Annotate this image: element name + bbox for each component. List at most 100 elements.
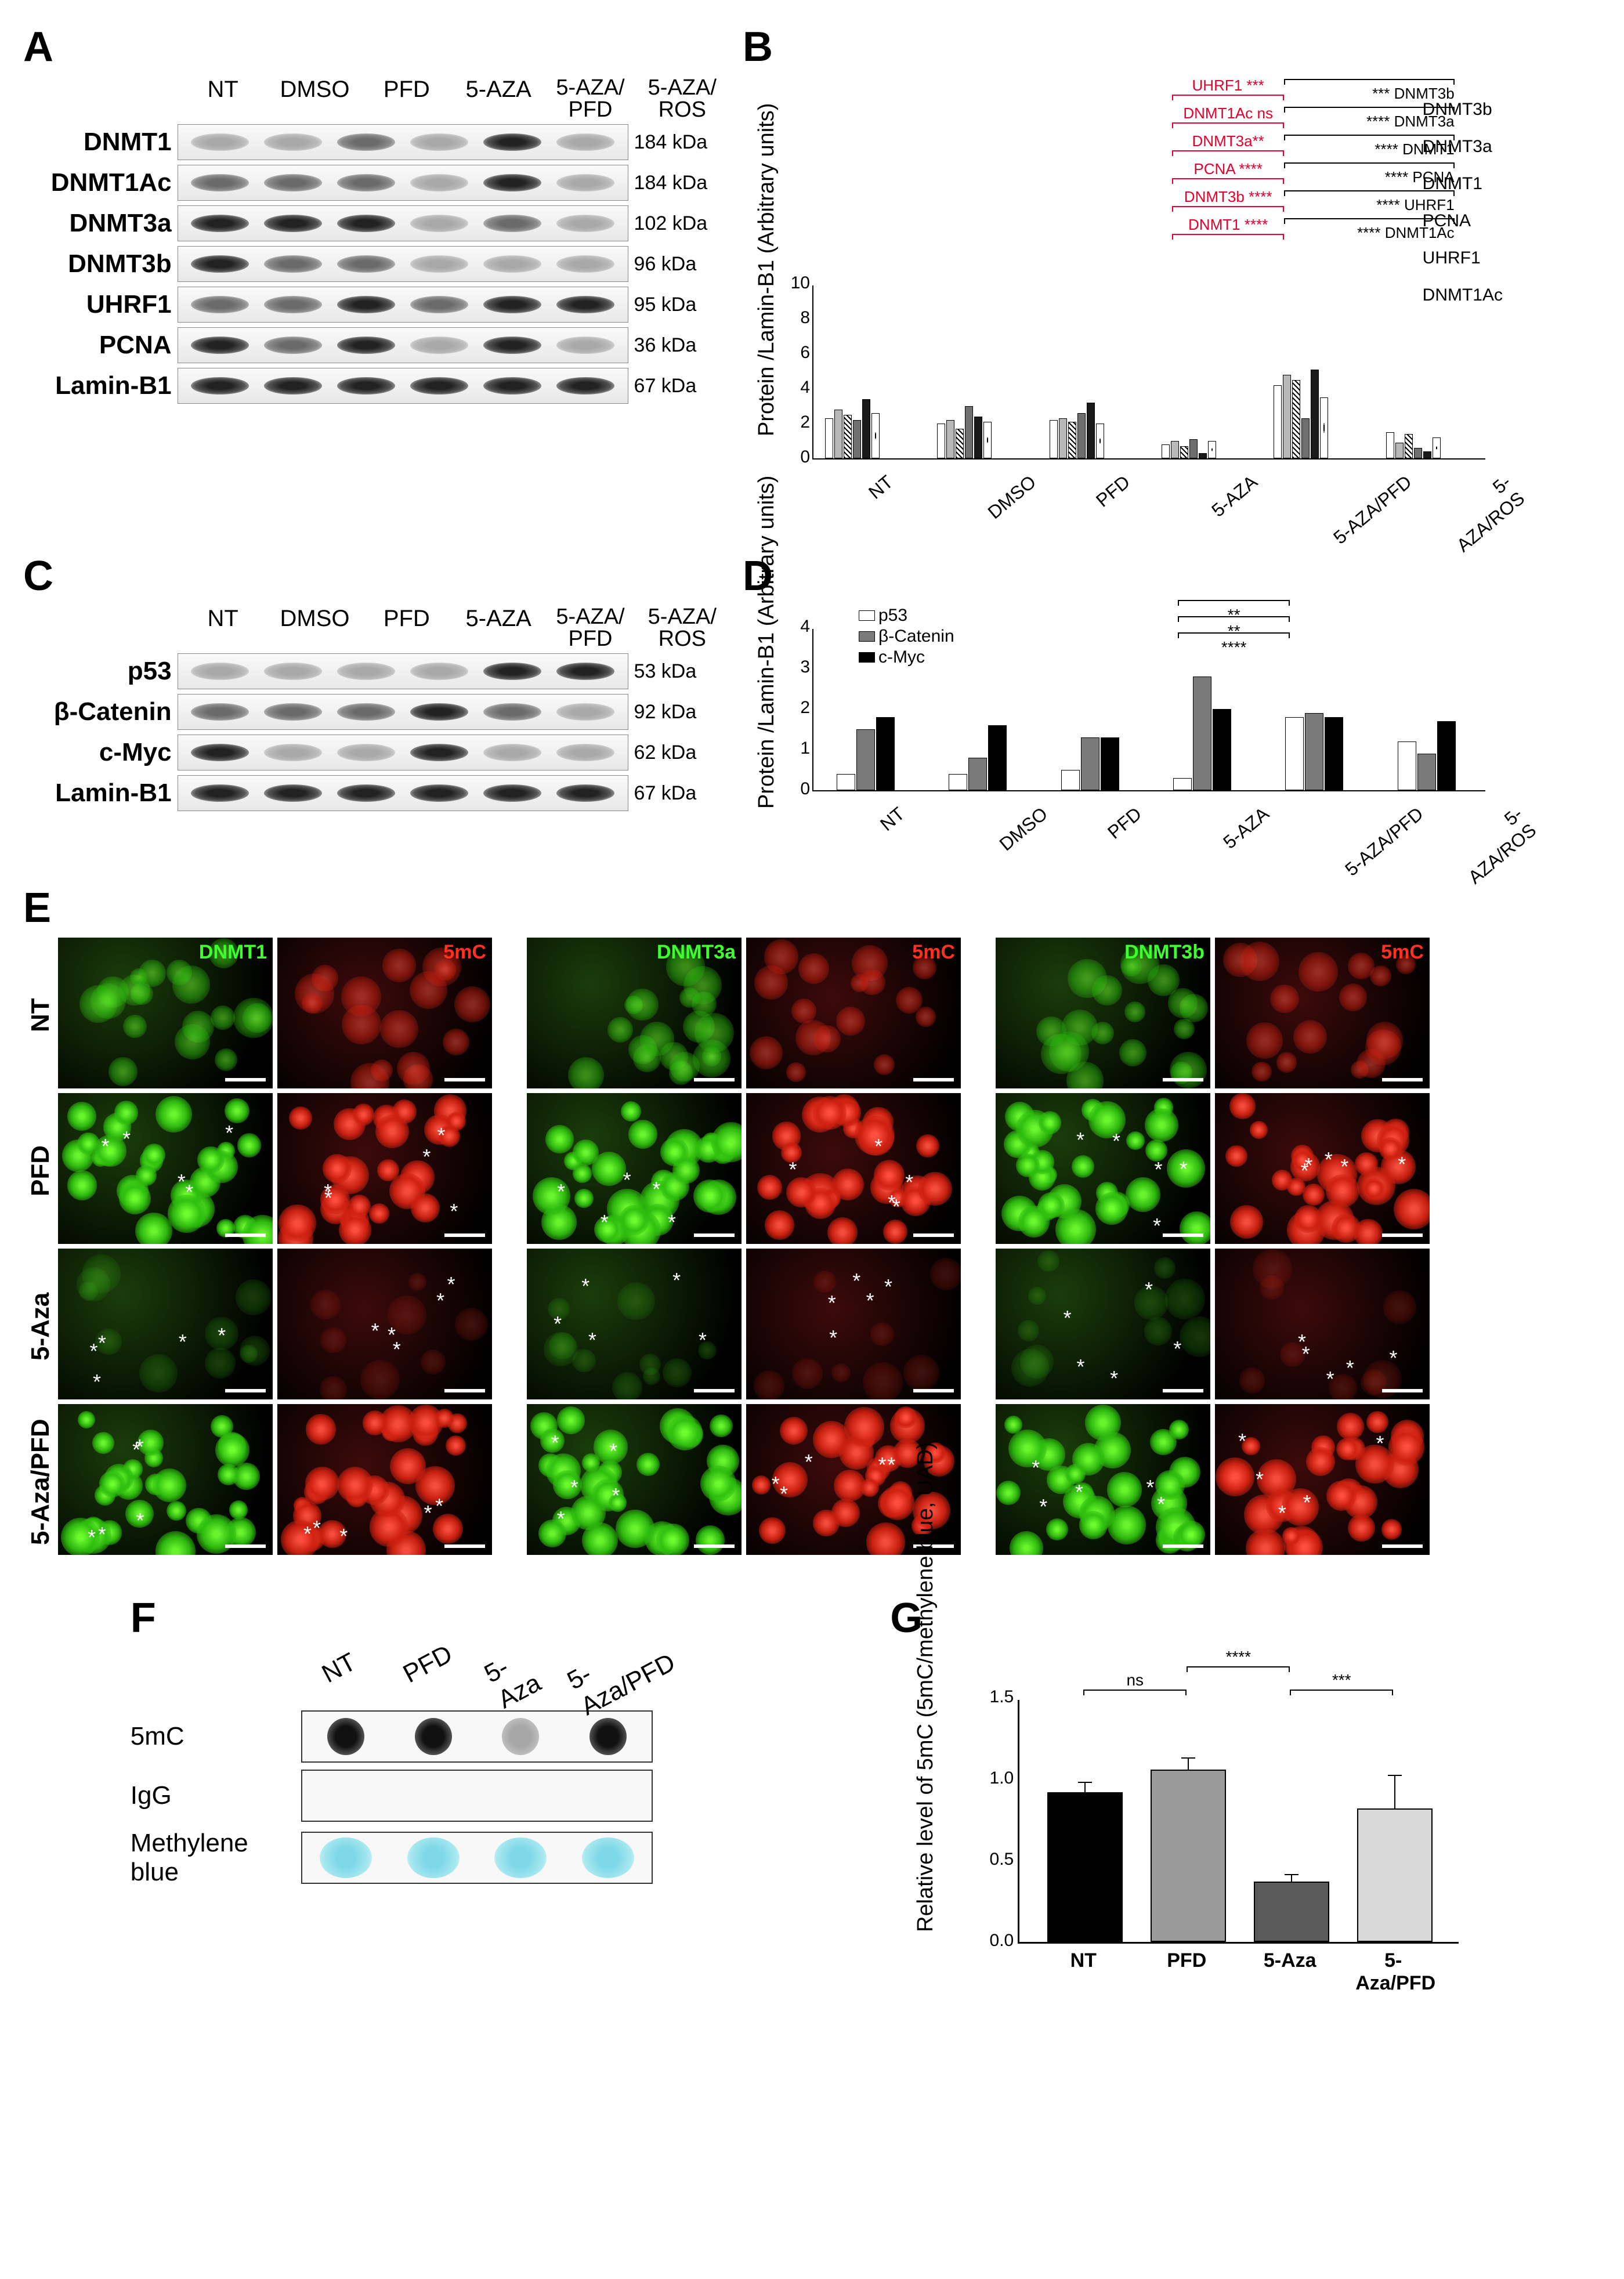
- fluor-pair: **********: [58, 1093, 492, 1244]
- blot-condition-label: 5-AZA/PFD: [553, 606, 627, 650]
- xlabel: 5-AZA/ROS: [1439, 471, 1529, 556]
- blot-band: [264, 663, 322, 680]
- asterisk-marker: *: [1153, 1214, 1161, 1238]
- fluor-pair: DNMT3a5mC: [527, 938, 961, 1088]
- blot-band: [337, 255, 395, 273]
- fluor-image-red: 5mC: [1215, 938, 1430, 1088]
- legend-item: DNMT1Ac: [1423, 285, 1503, 305]
- blot-row: PCNA36 kDa: [23, 327, 719, 363]
- blot-strip: [178, 205, 628, 241]
- bar: [837, 774, 855, 790]
- xlabel: 5-AZA/ROS: [1451, 803, 1540, 888]
- sig-bracket: DNMT3a**: [1172, 132, 1284, 156]
- blot-protein-label: p53: [23, 657, 178, 686]
- xlabel: PFD: [1104, 803, 1146, 843]
- asterisk-marker: *: [829, 1326, 837, 1350]
- dot-label: Methylene blue: [131, 1829, 301, 1887]
- blot-band: [483, 703, 541, 721]
- blot-band: [483, 174, 541, 191]
- asterisk-marker: *: [393, 1337, 401, 1362]
- dot-row: 5mC: [131, 1710, 653, 1763]
- blot-kda: 102 kDa: [634, 212, 719, 235]
- blot-protein-label: β-Catenin: [23, 697, 178, 726]
- bar: [1208, 441, 1216, 458]
- bar: [1417, 754, 1436, 790]
- blot-band: [337, 703, 395, 721]
- blot-band: [556, 703, 614, 721]
- fluor-pair: **********: [527, 1093, 961, 1244]
- blot-strip: [178, 694, 628, 730]
- dot: [589, 1718, 627, 1755]
- bar: [1414, 448, 1422, 458]
- asterisk-marker: *: [1376, 1431, 1384, 1456]
- blot-band: [191, 174, 249, 191]
- blot-condition-label: NT: [186, 77, 260, 121]
- asterisk-marker: *: [780, 1482, 788, 1506]
- asterisk-marker: *: [1112, 1129, 1120, 1153]
- ytick: 4: [784, 378, 810, 397]
- asterisk-marker: *: [102, 1134, 110, 1159]
- bar: [853, 420, 861, 458]
- blot-band: [264, 174, 322, 191]
- bar: [983, 422, 992, 458]
- blot-band: [410, 663, 468, 680]
- blot-band: [556, 784, 614, 802]
- bar-group: [825, 399, 880, 458]
- asterisk-marker: *: [313, 1516, 321, 1540]
- asterisk-marker: *: [1145, 1278, 1153, 1302]
- dot: [494, 1837, 547, 1878]
- blot-band: [410, 703, 468, 721]
- bar-group: [1398, 721, 1456, 790]
- scalebar: [225, 1233, 266, 1237]
- asterisk-marker: *: [672, 1268, 681, 1293]
- dot-label: IgG: [131, 1781, 301, 1810]
- bar: [988, 725, 1007, 790]
- dot: [502, 1718, 539, 1755]
- ytick: 1.5: [979, 1687, 1014, 1707]
- asterisk-marker: *: [89, 1339, 97, 1363]
- blot-band: [264, 215, 322, 232]
- blot-row: DNMT3b96 kDa: [23, 246, 719, 282]
- asterisk-marker: *: [570, 1475, 578, 1500]
- xlabel: DMSO: [984, 471, 1040, 523]
- scalebar: [444, 1233, 485, 1237]
- blot-band: [483, 337, 541, 354]
- blot-row: Lamin-B167 kDa: [23, 775, 719, 811]
- bar: [1357, 1808, 1433, 1942]
- bar: [1096, 424, 1104, 458]
- blot-row: UHRF195 kDa: [23, 287, 719, 323]
- blot-band: [191, 784, 249, 802]
- bar: [1433, 437, 1441, 458]
- asterisk-marker: *: [884, 1275, 892, 1299]
- blot-row: DNMT1184 kDa: [23, 124, 719, 160]
- asterisk-marker: *: [424, 1501, 432, 1525]
- blot-strip: [178, 124, 628, 160]
- asterisk-marker: *: [866, 1289, 874, 1313]
- panel-c: C NTDMSOPFD5-AZA5-AZA/PFD5-AZA/ROS p5353…: [23, 552, 719, 849]
- bar: [1213, 709, 1231, 790]
- blot-band: [191, 703, 249, 721]
- asterisk-marker: *: [1398, 1152, 1406, 1177]
- xlabel: 5-Aza: [1252, 1949, 1328, 1972]
- blot-kda: 184 kDa: [634, 172, 719, 194]
- bar: [1061, 770, 1080, 790]
- blot-band: [410, 133, 468, 151]
- blot-band: [264, 703, 322, 721]
- bar-group: [1050, 403, 1104, 458]
- scalebar: [1163, 1233, 1203, 1237]
- fluor-image-green: DNMT1: [58, 938, 273, 1088]
- blot-kda: 67 kDa: [634, 782, 719, 805]
- dot-strip: [301, 1710, 653, 1763]
- blot-band: [410, 296, 468, 313]
- asterisk-marker: *: [1064, 1306, 1072, 1330]
- scalebar: [444, 1544, 485, 1548]
- fluor-tag: DNMT3a: [657, 941, 736, 964]
- asterisk-marker: *: [1155, 1157, 1163, 1182]
- asterisk-marker: *: [1157, 1492, 1165, 1517]
- blot-row: c-Myc62 kDa: [23, 735, 719, 770]
- asterisk-marker: *: [789, 1157, 797, 1182]
- blot-band: [337, 377, 395, 395]
- asterisk-marker: *: [1346, 1356, 1354, 1380]
- fluor-row-5aza: 5-Aza: [23, 1249, 58, 1404]
- blot-band: [483, 377, 541, 395]
